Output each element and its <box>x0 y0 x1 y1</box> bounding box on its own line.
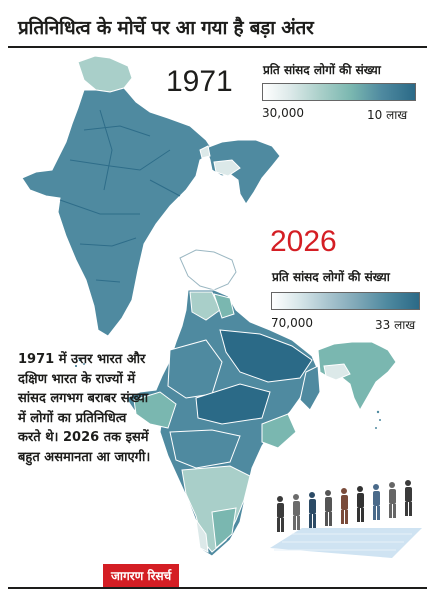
map-2026-odisha <box>261 413 297 449</box>
legend-min-2026: 70,000 <box>271 316 313 330</box>
map-1971-ne <box>205 139 281 205</box>
page-title: प्रतिनिधित्व के मोर्चे पर आ गया है बड़ा … <box>18 17 314 39</box>
map-2026-himachal <box>213 293 235 319</box>
map-1971 <box>21 55 281 367</box>
year-label-2026: 2026 <box>270 225 337 258</box>
map-2026-maharashtra <box>169 429 241 469</box>
people-figures <box>277 480 412 532</box>
map-2026-ne-pale <box>323 363 351 381</box>
map-2026-kashmir <box>179 249 237 291</box>
map-2026-up-bihar <box>219 329 313 383</box>
source-label: जागरण रिसर्च <box>103 564 180 587</box>
map-1971-ne-pale <box>213 159 241 177</box>
legend-bar-2026 <box>271 292 420 310</box>
map-2026-gujarat <box>133 391 177 429</box>
legend-max-1971: 10 लाख <box>367 108 408 122</box>
legend-max-2026: 33 लाख <box>375 318 416 332</box>
legend-bar-1971 <box>262 83 416 101</box>
map-1971-mainland <box>21 87 215 337</box>
legend-title-2026: प्रति सांसद लोगों की संख्या <box>272 270 390 284</box>
map-1971-sikkim <box>199 145 211 159</box>
map-2026-south <box>181 465 251 553</box>
map-2026-mp <box>195 383 271 425</box>
india-maps <box>21 55 397 557</box>
legend-min-1971: 30,000 <box>262 106 304 120</box>
map-2026-punjab <box>189 291 221 321</box>
map-2026 <box>125 249 397 557</box>
map-2026-westbengal <box>299 365 321 411</box>
year-label-1971: 1971 <box>166 65 233 98</box>
map-2026-kerala <box>195 519 209 553</box>
crowd-illustration <box>270 480 422 558</box>
map-1971-kashmir <box>77 55 133 93</box>
bottom-divider <box>8 587 427 589</box>
legend-title-1971: प्रति सांसद लोगों की संख्या <box>263 63 381 77</box>
map-2026-tamilnadu <box>211 507 237 550</box>
title-divider <box>8 46 427 48</box>
explanation-note: 1971 में उत्तर भारत और दक्षिण भारत के रा… <box>18 352 151 465</box>
